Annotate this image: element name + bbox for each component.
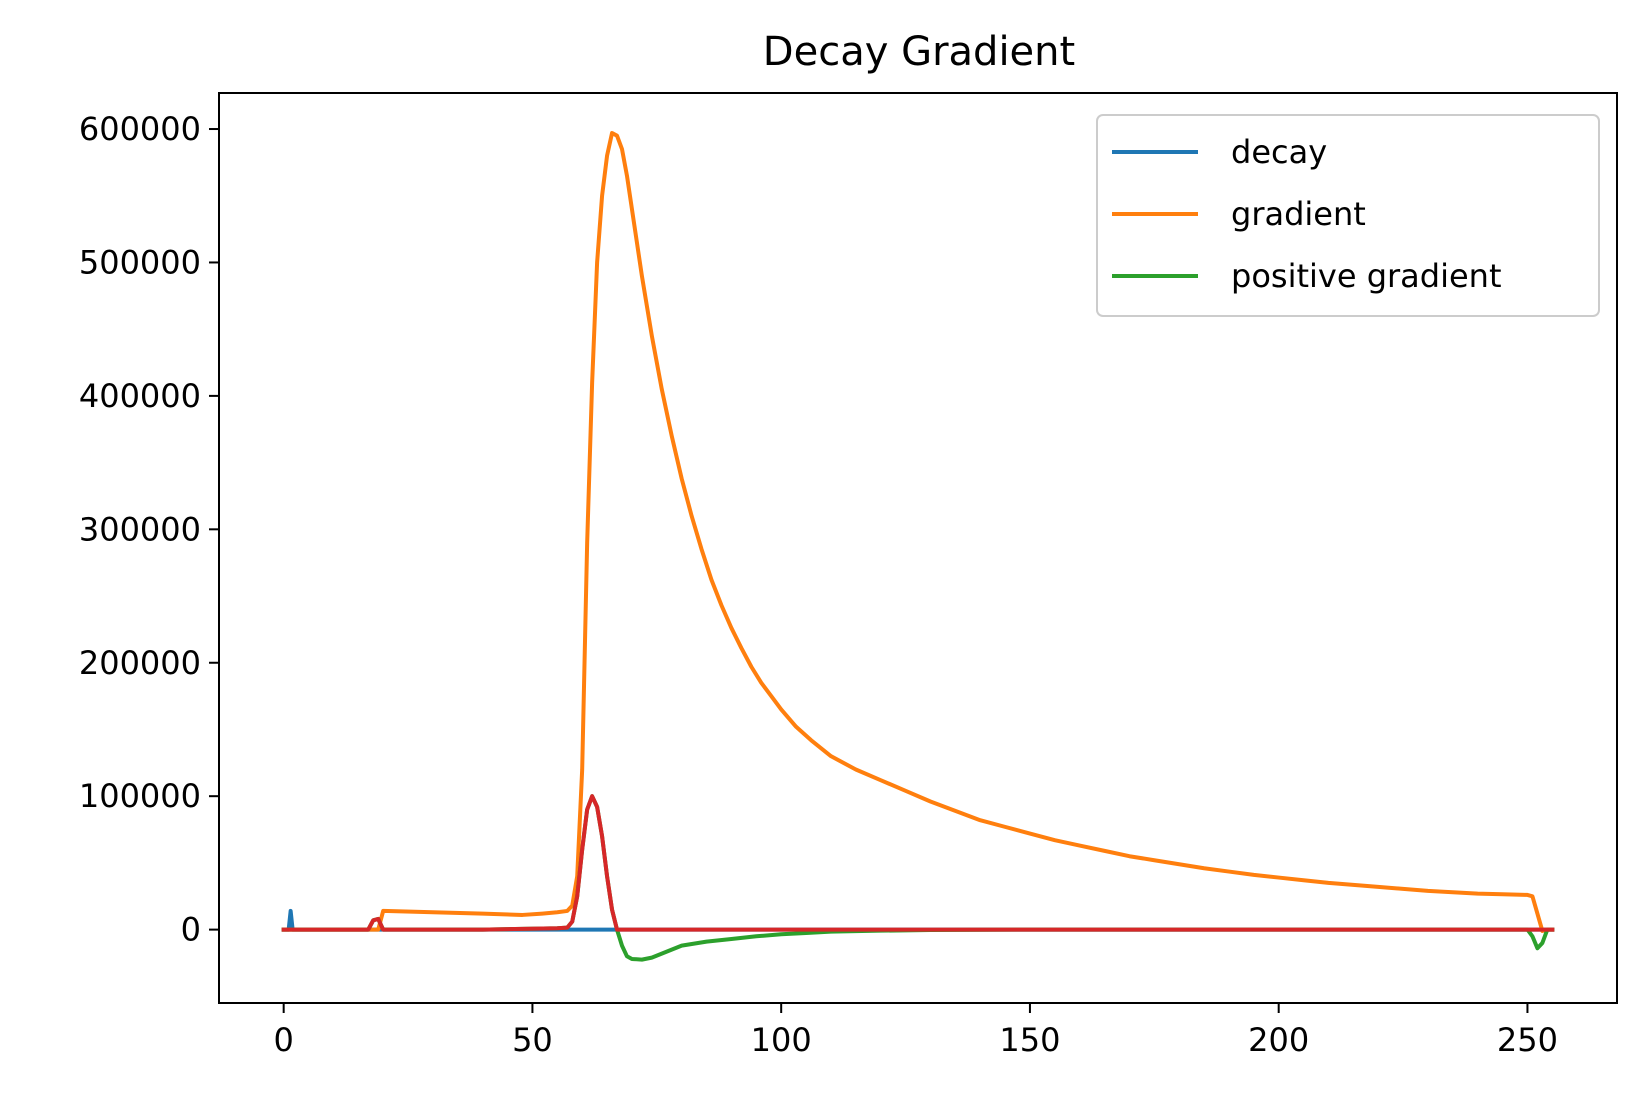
legend: decay gradient positive gradient [1096, 114, 1600, 317]
axes-frame [218, 92, 1618, 1004]
y-tick-label: 0 [181, 911, 201, 949]
y-tick-label: 400000 [79, 377, 201, 415]
chart-title: Decay Gradient [763, 29, 1075, 75]
y-tick-label: 300000 [79, 510, 201, 548]
x-tick-label: 100 [751, 1021, 812, 1059]
x-tick-label: 200 [1248, 1021, 1309, 1059]
plot-area [218, 92, 1618, 1004]
y-tick-label: 600000 [79, 110, 201, 148]
x-tick-label: 0 [273, 1021, 293, 1059]
x-tick-label: 50 [512, 1021, 553, 1059]
y-tick-label: 200000 [79, 644, 201, 682]
legend-label: decay [1231, 133, 1327, 171]
legend-label: positive gradient [1231, 257, 1501, 295]
x-tick-label: 150 [999, 1021, 1060, 1059]
y-tick-label: 500000 [79, 243, 201, 281]
legend-label: gradient [1231, 195, 1366, 233]
series-line-2 [281, 131, 1555, 933]
x-axis: 0 50 100 150 200 250 [273, 1003, 1558, 1059]
y-tick-label: 100000 [79, 777, 201, 815]
legend-box [1096, 114, 1600, 317]
x-tick-label: 250 [1497, 1021, 1558, 1059]
series-line-4 [281, 794, 1555, 932]
y-axis: 0 100000 200000 300000 400000 500000 600000 [79, 110, 219, 949]
